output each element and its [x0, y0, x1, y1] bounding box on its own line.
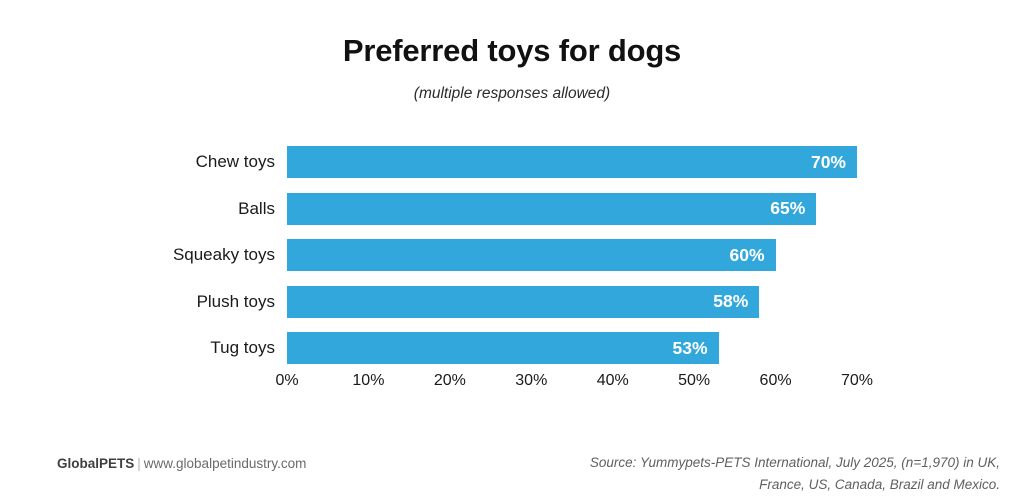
- bar-track: 60%: [287, 239, 887, 271]
- x-axis-tick-label: 30%: [515, 372, 548, 389]
- x-axis-tick-label: 40%: [596, 372, 629, 389]
- chart-title: Preferred toys for dogs: [342, 33, 682, 68]
- footer-separator: |: [137, 456, 141, 471]
- footer-website-url: www.globalpetindustry.com: [143, 456, 307, 471]
- x-axis-tick-label: 20%: [433, 372, 466, 389]
- bar[interactable]: 58%: [287, 285, 760, 318]
- bar-value-label: 60%: [729, 244, 765, 265]
- source-note: Source: Yummypets-PETS International, Ju…: [530, 452, 1000, 497]
- footer-branding: GlobalPETS | www.globalpetindustry.com: [57, 456, 306, 471]
- bar-track: 65%: [287, 192, 887, 225]
- bar-track: 58%: [287, 285, 887, 318]
- bar-value-label: 58%: [713, 291, 749, 311]
- plot-area: Chew toys 70% Balls 65% Squeaky toys 60% Plush…: [0, 146, 1024, 378]
- bar-value-label: 70%: [810, 151, 846, 172]
- x-axis-tick-label: 60%: [759, 372, 792, 389]
- category-label: Chew toys: [195, 152, 275, 171]
- chart-subtitle: (multiple responses allowed): [413, 85, 611, 102]
- bar-row: Balls 65%: [0, 192, 1024, 225]
- bar-value-label: 53%: [672, 337, 708, 358]
- bar-track: 70%: [287, 146, 887, 178]
- category-label: Balls: [238, 198, 275, 218]
- x-axis-tick-label: 70%: [840, 372, 874, 389]
- bar[interactable]: 70%: [287, 146, 857, 178]
- x-axis-tick-label: 0%: [275, 372, 299, 389]
- bar[interactable]: 60%: [287, 239, 776, 271]
- footer-brand-name: GlobalPETS: [57, 456, 135, 471]
- x-axis-tick-label: 10%: [352, 372, 385, 389]
- bar-track: 53%: [287, 332, 887, 364]
- source-note-line-1: Source: Yummypets-PETS International, Ju…: [589, 455, 1000, 470]
- source-note-line-2: France, US, Canada, Brazil and Mexico.: [759, 477, 1000, 493]
- x-axis: 0% 10% 20% 30% 40% 50% 60% 70%: [275, 372, 873, 398]
- bar[interactable]: 65%: [287, 192, 817, 225]
- category-label: Tug toys: [210, 338, 275, 357]
- bar[interactable]: 53%: [287, 332, 719, 364]
- category-label: Plush toys: [196, 291, 275, 311]
- bar-row: Plush toys 58%: [0, 285, 1024, 318]
- x-axis-tick-label: 50%: [678, 372, 711, 389]
- bar-row: Tug toys 53%: [0, 332, 1024, 364]
- bar-row: Squeaky toys 60%: [0, 239, 1024, 271]
- bar-value-label: 65%: [770, 198, 806, 218]
- category-label: Squeaky toys: [172, 245, 275, 264]
- bar-row: Chew toys 70%: [0, 146, 1024, 178]
